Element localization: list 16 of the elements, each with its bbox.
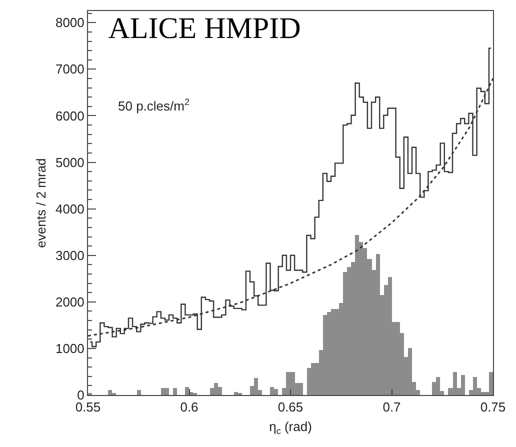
y-tick-label: 7000 bbox=[55, 62, 84, 77]
x-tick-label: 0.6 bbox=[180, 400, 198, 415]
y-tick-label: 4000 bbox=[55, 201, 84, 216]
y-tick-label: 8000 bbox=[55, 15, 84, 30]
annotation: 50 p.cles/m$^{2}$ bbox=[118, 97, 190, 114]
y-axis-title: events / 2 mrad bbox=[33, 158, 48, 248]
y-tick-label: 5000 bbox=[55, 154, 84, 170]
x-tick-label: 0.75 bbox=[480, 400, 506, 415]
y-tick-label: 6000 bbox=[55, 108, 84, 124]
y-tick-label: 2000 bbox=[55, 294, 84, 310]
y-tick-label: 1000 bbox=[55, 341, 84, 356]
x-tick-label: 0.65 bbox=[278, 400, 304, 415]
y-tick-label: 3000 bbox=[55, 248, 84, 263]
chart-title: ALICE HMPID bbox=[108, 12, 301, 45]
x-tick-label: 0.7 bbox=[382, 400, 401, 415]
x-axis-title: η$_{c}$ (rad) bbox=[269, 419, 312, 436]
